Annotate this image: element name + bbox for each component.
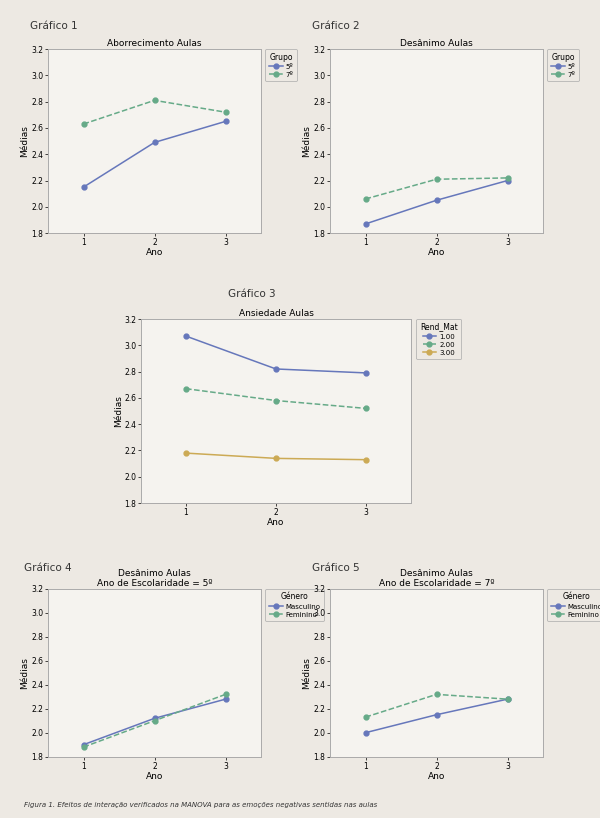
Text: Gráfico 5: Gráfico 5 [312, 563, 359, 573]
X-axis label: Ano: Ano [146, 772, 163, 781]
Y-axis label: Médias: Médias [20, 657, 29, 689]
2.00 [182, 384, 190, 393]
Title: Ansiedade Aulas: Ansiedade Aulas [239, 309, 313, 318]
Text: Gráfico 4: Gráfico 4 [24, 563, 71, 573]
5º [80, 182, 87, 192]
Line: 3.00: 3.00 [184, 451, 368, 462]
Title: Desânimo Aulas
Ano de Escolaridade = 7º: Desânimo Aulas Ano de Escolaridade = 7º [379, 569, 494, 588]
Masculino [222, 694, 229, 704]
1.00 [272, 364, 280, 374]
Feminino [80, 742, 87, 752]
Text: Gráfico 2: Gráfico 2 [312, 21, 359, 31]
Masculino [362, 728, 369, 738]
Text: Figura 1. Efeitos de interação verificados na MANOVA para as emoções negativas s: Figura 1. Efeitos de interação verificad… [24, 802, 377, 808]
Masculino [433, 710, 440, 720]
3.00 [182, 448, 190, 458]
5º [151, 137, 158, 147]
Line: Feminino: Feminino [81, 692, 228, 749]
X-axis label: Ano: Ano [428, 249, 445, 258]
Legend: 5º, 7º: 5º, 7º [265, 49, 297, 81]
X-axis label: Ano: Ano [268, 519, 284, 528]
2.00 [272, 396, 280, 406]
Legend: 5º, 7º: 5º, 7º [547, 49, 579, 81]
Text: Gráfico 3: Gráfico 3 [228, 289, 275, 299]
Line: 5º: 5º [81, 119, 228, 190]
Y-axis label: Médias: Médias [302, 125, 311, 157]
Line: Masculino: Masculino [81, 697, 228, 747]
Feminino [433, 690, 440, 699]
7º [151, 96, 158, 106]
7º [433, 174, 440, 184]
Legend: Masculino, Feminino: Masculino, Feminino [265, 589, 324, 621]
Line: 5º: 5º [363, 178, 510, 227]
Line: Feminino: Feminino [363, 692, 510, 720]
1.00 [182, 331, 190, 341]
3.00 [362, 455, 370, 465]
Title: Aborrecimento Aulas: Aborrecimento Aulas [107, 39, 202, 48]
Line: 7º: 7º [81, 98, 228, 127]
Line: 2.00: 2.00 [184, 386, 368, 411]
5º [222, 116, 229, 126]
Legend: Masculino, Feminino: Masculino, Feminino [547, 589, 600, 621]
Legend: 1.00, 2.00, 3.00: 1.00, 2.00, 3.00 [416, 319, 461, 359]
7º [504, 173, 511, 182]
2.00 [362, 403, 370, 413]
Line: 1.00: 1.00 [184, 334, 368, 375]
Title: Desânimo Aulas
Ano de Escolaridade = 5º: Desânimo Aulas Ano de Escolaridade = 5º [97, 569, 212, 588]
Masculino [80, 739, 87, 749]
Y-axis label: Médias: Médias [302, 657, 311, 689]
5º [504, 176, 511, 186]
Feminino [504, 694, 511, 704]
1.00 [362, 368, 370, 378]
5º [362, 219, 369, 229]
X-axis label: Ano: Ano [428, 772, 445, 781]
5º [433, 196, 440, 205]
7º [362, 194, 369, 204]
3.00 [272, 453, 280, 463]
Y-axis label: Médias: Médias [20, 125, 29, 157]
Masculino [151, 713, 158, 723]
7º [222, 107, 229, 117]
Feminino [151, 716, 158, 726]
Text: Gráfico 1: Gráfico 1 [30, 21, 77, 31]
Line: 7º: 7º [363, 176, 510, 201]
Feminino [222, 690, 229, 699]
Masculino [504, 694, 511, 704]
Y-axis label: Médias: Médias [113, 395, 122, 427]
7º [80, 119, 87, 129]
Title: Desânimo Aulas: Desânimo Aulas [400, 39, 473, 48]
Feminino [362, 712, 369, 722]
Line: Masculino: Masculino [363, 697, 510, 735]
X-axis label: Ano: Ano [146, 249, 163, 258]
